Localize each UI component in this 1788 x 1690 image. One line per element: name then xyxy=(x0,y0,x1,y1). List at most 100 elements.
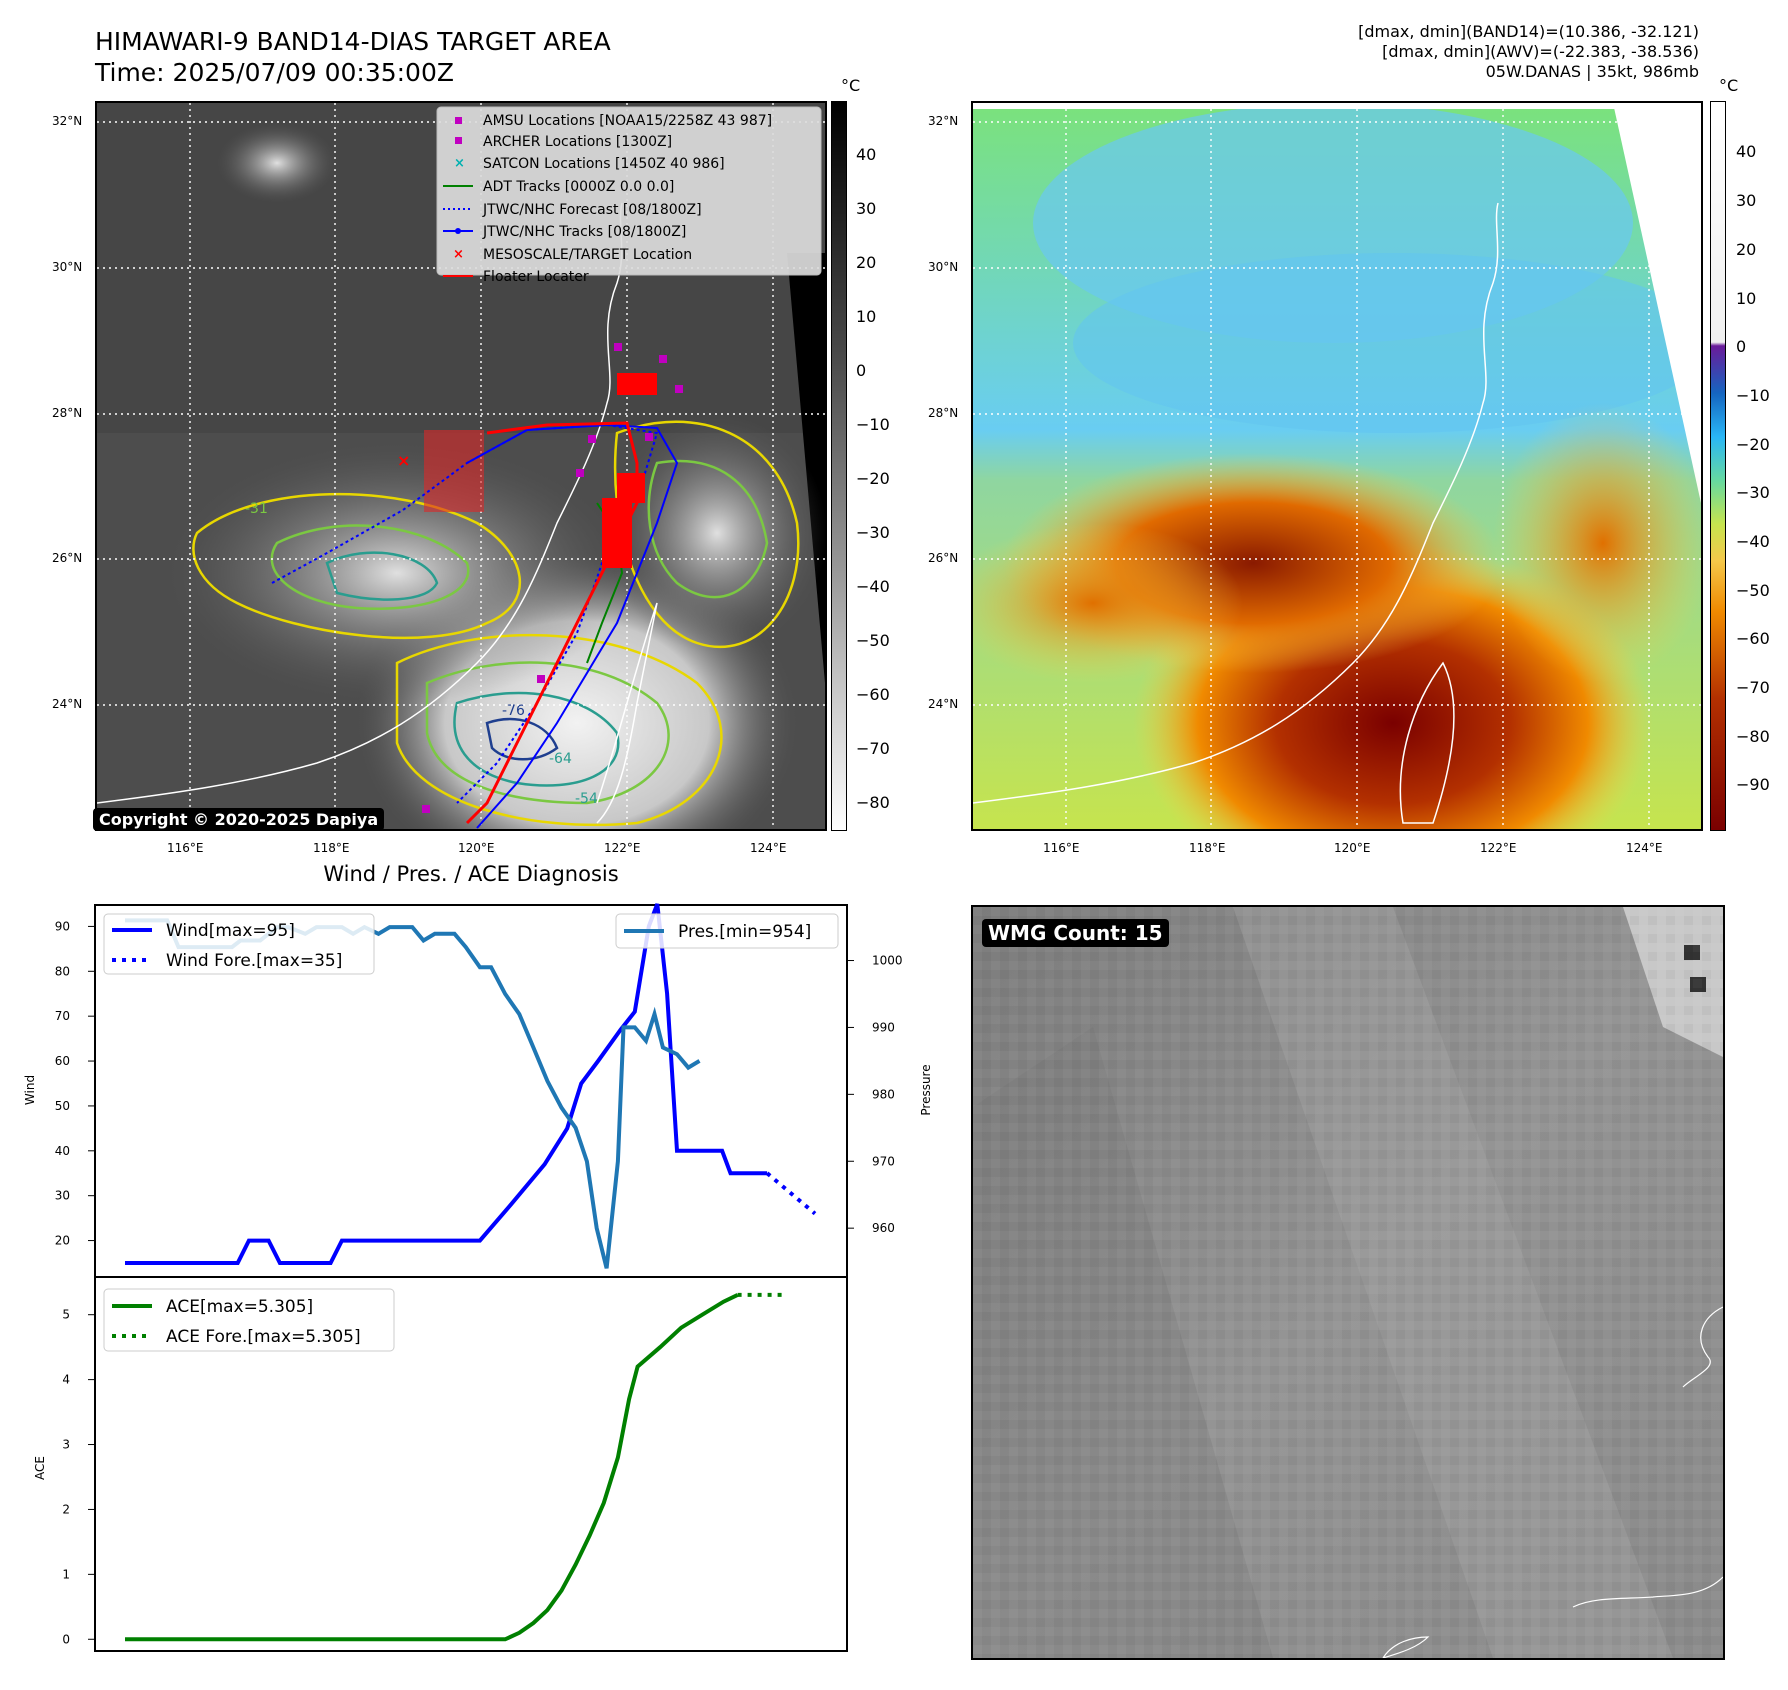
lon-label: 116°E xyxy=(167,841,204,855)
cbar-tick: −40 xyxy=(1736,532,1770,551)
legend-floater: Floater Locater xyxy=(483,269,589,285)
lat-label: 32°N xyxy=(928,114,959,128)
stat-band14: [dmax, dmin](BAND14)=(10.386, -32.121) xyxy=(1358,22,1699,41)
copyright-badge: Copyright © 2020-2025 Dapiya xyxy=(93,808,385,831)
y-tick-label: 5 xyxy=(62,1308,70,1322)
legend-archer: ARCHER Locations [1300Z] xyxy=(483,134,672,150)
ace-panel-frame xyxy=(94,1276,848,1652)
legend-tracks: JTWC/NHC Tracks [08/1800Z] xyxy=(482,224,686,240)
enhanced-map-panel xyxy=(971,101,1703,831)
diagnosis-title: Wind / Pres. / ACE Diagnosis xyxy=(323,862,619,886)
cbar-tick: 10 xyxy=(1736,289,1757,308)
cbar-tick: −20 xyxy=(856,469,890,488)
legend-amsu: AMSU Locations [NOAA15/2258Z 43 987] xyxy=(483,113,772,129)
y-tick-label: 20 xyxy=(55,1234,70,1248)
right-colorbar-ticks: 40 30 20 10 0 −10 −20 −30 −40 −50 −60 −7… xyxy=(1736,101,1786,831)
stats-block: [dmax, dmin](BAND14)=(10.386, -32.121) [… xyxy=(1358,22,1699,82)
wind-line xyxy=(125,903,768,1265)
stat-awv: [dmax, dmin](AWV)=(-22.383, -38.536) xyxy=(1382,42,1699,61)
legend-pressure: Pres.[min=954] xyxy=(678,922,811,942)
ace-axis-label: ACE xyxy=(33,1456,47,1480)
y-tick-label: 30 xyxy=(55,1189,70,1203)
cbar-tick: 20 xyxy=(856,253,877,272)
cbar-tick: −70 xyxy=(1736,678,1770,697)
y-tick-label: 1 xyxy=(62,1567,70,1581)
cbar-tick: 0 xyxy=(856,361,867,380)
y-tick-label: 2 xyxy=(62,1502,70,1516)
cbar-tick: −30 xyxy=(856,523,890,542)
contour-label: -76 xyxy=(502,703,525,719)
y-tick-label: 60 xyxy=(55,1054,70,1068)
legend-target: MESOSCALE/TARGET Location xyxy=(483,247,692,263)
cbar-tick: −70 xyxy=(856,739,890,758)
main-title: HIMAWARI-9 BAND14-DIAS TARGET AREA Time:… xyxy=(95,26,611,88)
cbar-tick: −40 xyxy=(856,577,890,596)
contour-label: -54 xyxy=(575,791,598,807)
right-colorbar-unit: °C xyxy=(1719,76,1739,95)
cbar-tick: −50 xyxy=(856,631,890,650)
ace-y-ticks: 0 1 2 3 4 5 xyxy=(62,1308,95,1646)
cbar-tick: 0 xyxy=(1736,337,1747,356)
y-tick-label: 980 xyxy=(872,1087,895,1101)
pressure-legend: Pres.[min=954] xyxy=(615,913,839,949)
diagnosis-chart: 20 30 40 50 60 70 80 90 960 970 980 990 1000 0 1 2 3 4 5… xyxy=(23,903,933,1652)
y-tick-label: 3 xyxy=(62,1438,70,1452)
cbar-tick: 40 xyxy=(856,145,877,164)
left-colorbar xyxy=(831,101,847,831)
cbar-tick: −10 xyxy=(1736,386,1770,405)
cbar-tick: 40 xyxy=(1736,142,1757,161)
lon-label: 118°E xyxy=(1189,841,1226,855)
lat-label: 28°N xyxy=(52,406,83,420)
ir-map-image: -31 -54 -64 -76 xyxy=(97,103,825,829)
lon-label: 120°E xyxy=(458,841,495,855)
lon-label: 122°E xyxy=(604,841,641,855)
y-tick-label: 990 xyxy=(872,1020,895,1034)
cbar-tick: 30 xyxy=(856,199,877,218)
title-line-1: HIMAWARI-9 BAND14-DIAS TARGET AREA xyxy=(95,27,611,56)
lat-label: 26°N xyxy=(52,551,83,565)
cbar-tick: −60 xyxy=(856,685,890,704)
cbar-tick: 30 xyxy=(1736,191,1757,210)
ace-legend: ACE[max=5.305] ACE Fore.[max=5.305] xyxy=(103,1288,395,1352)
cbar-tick: −50 xyxy=(1736,581,1770,600)
y-tick-label: 960 xyxy=(872,1221,895,1235)
y-tick-label: 80 xyxy=(55,964,70,978)
svg-text:×: × xyxy=(454,156,465,171)
y-tick-label: 1000 xyxy=(872,954,903,968)
lat-label: 24°N xyxy=(928,697,959,711)
right-colorbar xyxy=(1710,101,1726,831)
cbar-tick: −10 xyxy=(856,415,890,434)
ace-line xyxy=(125,1293,739,1642)
wmg-panel xyxy=(971,905,1725,1660)
contour-label: -31 xyxy=(245,501,268,517)
left-map-lon-labels: 116°E 118°E 120°E 122°E 124°E xyxy=(0,841,900,857)
contour-label: -64 xyxy=(549,751,572,767)
left-colorbar-unit: °C xyxy=(841,76,861,95)
legend-wind: Wind[max=95] xyxy=(166,921,295,941)
wmg-count-badge: WMG Count: 15 xyxy=(982,919,1169,947)
lon-label: 124°E xyxy=(1626,841,1663,855)
pressure-axis-label: Pressure xyxy=(919,1064,933,1115)
lat-label: 24°N xyxy=(52,697,83,711)
legend-satcon: SATCON Locations [1450Z 40 986] xyxy=(483,156,725,172)
cbar-tick: −60 xyxy=(1736,629,1770,648)
y-tick-label: 40 xyxy=(55,1144,70,1158)
lon-label: 122°E xyxy=(1480,841,1517,855)
y-tick-label: 50 xyxy=(55,1099,70,1113)
y-tick-label: 70 xyxy=(55,1009,70,1023)
legend-wind-fore: Wind Fore.[max=35] xyxy=(166,951,342,971)
svg-text:×: × xyxy=(453,247,464,262)
cbar-tick: 20 xyxy=(1736,240,1757,259)
wind-y-ticks: 20 30 40 50 60 70 80 90 xyxy=(55,919,95,1248)
map-legend: AMSU Locations [NOAA15/2258Z 43 987] ARC… xyxy=(436,106,822,285)
left-colorbar-ticks: 40 30 20 10 0 −10 −20 −30 −40 −50 −60 −7… xyxy=(856,101,916,831)
wind-axis-label: Wind xyxy=(23,1075,37,1105)
cbar-tick: −20 xyxy=(1736,435,1770,454)
right-map-lon-labels: 116°E 118°E 120°E 122°E 124°E xyxy=(876,841,1776,857)
cbar-tick: −80 xyxy=(856,793,890,812)
lat-label: 26°N xyxy=(928,551,959,565)
cbar-tick: −30 xyxy=(1736,483,1770,502)
legend-forecast: JTWC/NHC Forecast [08/1800Z] xyxy=(482,202,702,218)
ir-map-panel: -31 -54 -64 -76 xyxy=(95,101,827,831)
lon-label: 120°E xyxy=(1334,841,1371,855)
